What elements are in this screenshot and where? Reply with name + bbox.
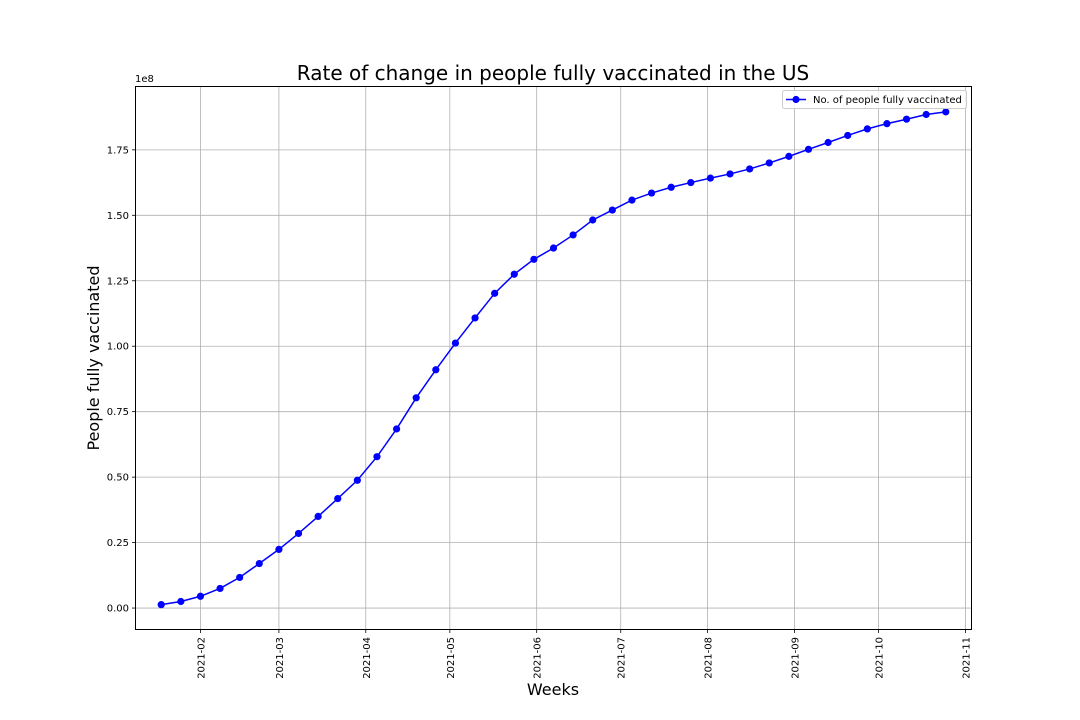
data-point (353, 476, 361, 484)
y-tick-label: 1.00 (107, 342, 129, 353)
data-point (471, 314, 479, 322)
data-point (373, 453, 381, 461)
plot-frame (135, 86, 972, 630)
grid (136, 87, 971, 629)
data-point (647, 189, 656, 197)
data-point (804, 145, 813, 153)
y-tick-label: 0.50 (107, 473, 129, 484)
data-point (236, 573, 244, 582)
data-point (196, 592, 205, 600)
data-point (902, 115, 911, 123)
data-point (824, 138, 832, 147)
y-tick-label: 1.50 (107, 211, 129, 222)
data-point (255, 559, 263, 568)
data-point (314, 512, 322, 521)
y-tick-label: 1.25 (107, 276, 129, 287)
y-axis-label: People fully vaccinated (84, 266, 103, 451)
data-point (451, 339, 460, 347)
data-point (491, 289, 499, 297)
data-point (530, 255, 538, 263)
legend: No. of people fully vaccinated (782, 90, 967, 109)
x-tick-label: 2021-05 (446, 637, 457, 679)
data-point (922, 110, 930, 119)
x-tick-label: 2021-07 (617, 637, 628, 679)
data-point (765, 159, 773, 167)
data-point (706, 174, 715, 182)
y-axis: 0.00 0.25 0.50 0.75 1.00 1.25 1.50 1.75 (107, 145, 136, 615)
x-axis: 2021-02 2021-03 2021-04 2021-05 2021-06 2021-… (196, 629, 972, 679)
y-tick-label: 1.75 (107, 145, 129, 156)
data-point (746, 165, 754, 173)
data-point (687, 178, 695, 187)
data-point (157, 601, 165, 609)
x-tick-label: 2021-08 (704, 637, 715, 679)
y-tick-label: 0.00 (107, 604, 129, 615)
data-point (942, 108, 950, 116)
legend-marker (792, 95, 800, 104)
x-tick-label: 2021-03 (275, 637, 286, 679)
data-point (275, 545, 283, 554)
data-point (569, 231, 577, 239)
data-point (608, 206, 616, 214)
x-tick-label: 2021-02 (196, 637, 207, 679)
data-point (667, 183, 675, 191)
data-point (334, 495, 342, 503)
data-point (844, 131, 852, 140)
data-point (432, 366, 440, 374)
data-point (294, 529, 303, 538)
data-point (412, 394, 420, 402)
data-point (883, 120, 891, 128)
x-axis-label: Weeks (527, 680, 579, 699)
data-point (216, 584, 224, 593)
x-tick-label: 2021-10 (875, 637, 886, 679)
data-point (589, 216, 597, 224)
y-tick-label: 0.25 (107, 538, 129, 549)
data-point (392, 425, 401, 433)
legend-label: No. of people fully vaccinated (813, 95, 962, 106)
data-point (628, 196, 636, 204)
y-offset-text: 1e8 (135, 74, 154, 85)
x-tick-label: 2021-04 (362, 637, 373, 679)
data-point (863, 125, 871, 133)
data-point (726, 170, 734, 178)
series-group (157, 108, 950, 609)
data-point (549, 244, 558, 252)
chart-title: Rate of change in people fully vaccinate… (297, 61, 809, 85)
x-tick-label: 2021-06 (533, 637, 544, 679)
data-point (177, 597, 185, 606)
y-tick-label: 0.75 (107, 407, 129, 418)
legend-box (782, 90, 967, 109)
x-tick-label: 2021-11 (961, 637, 972, 679)
data-point (785, 152, 793, 160)
x-tick-label: 2021-09 (790, 637, 801, 679)
data-point (510, 270, 518, 278)
